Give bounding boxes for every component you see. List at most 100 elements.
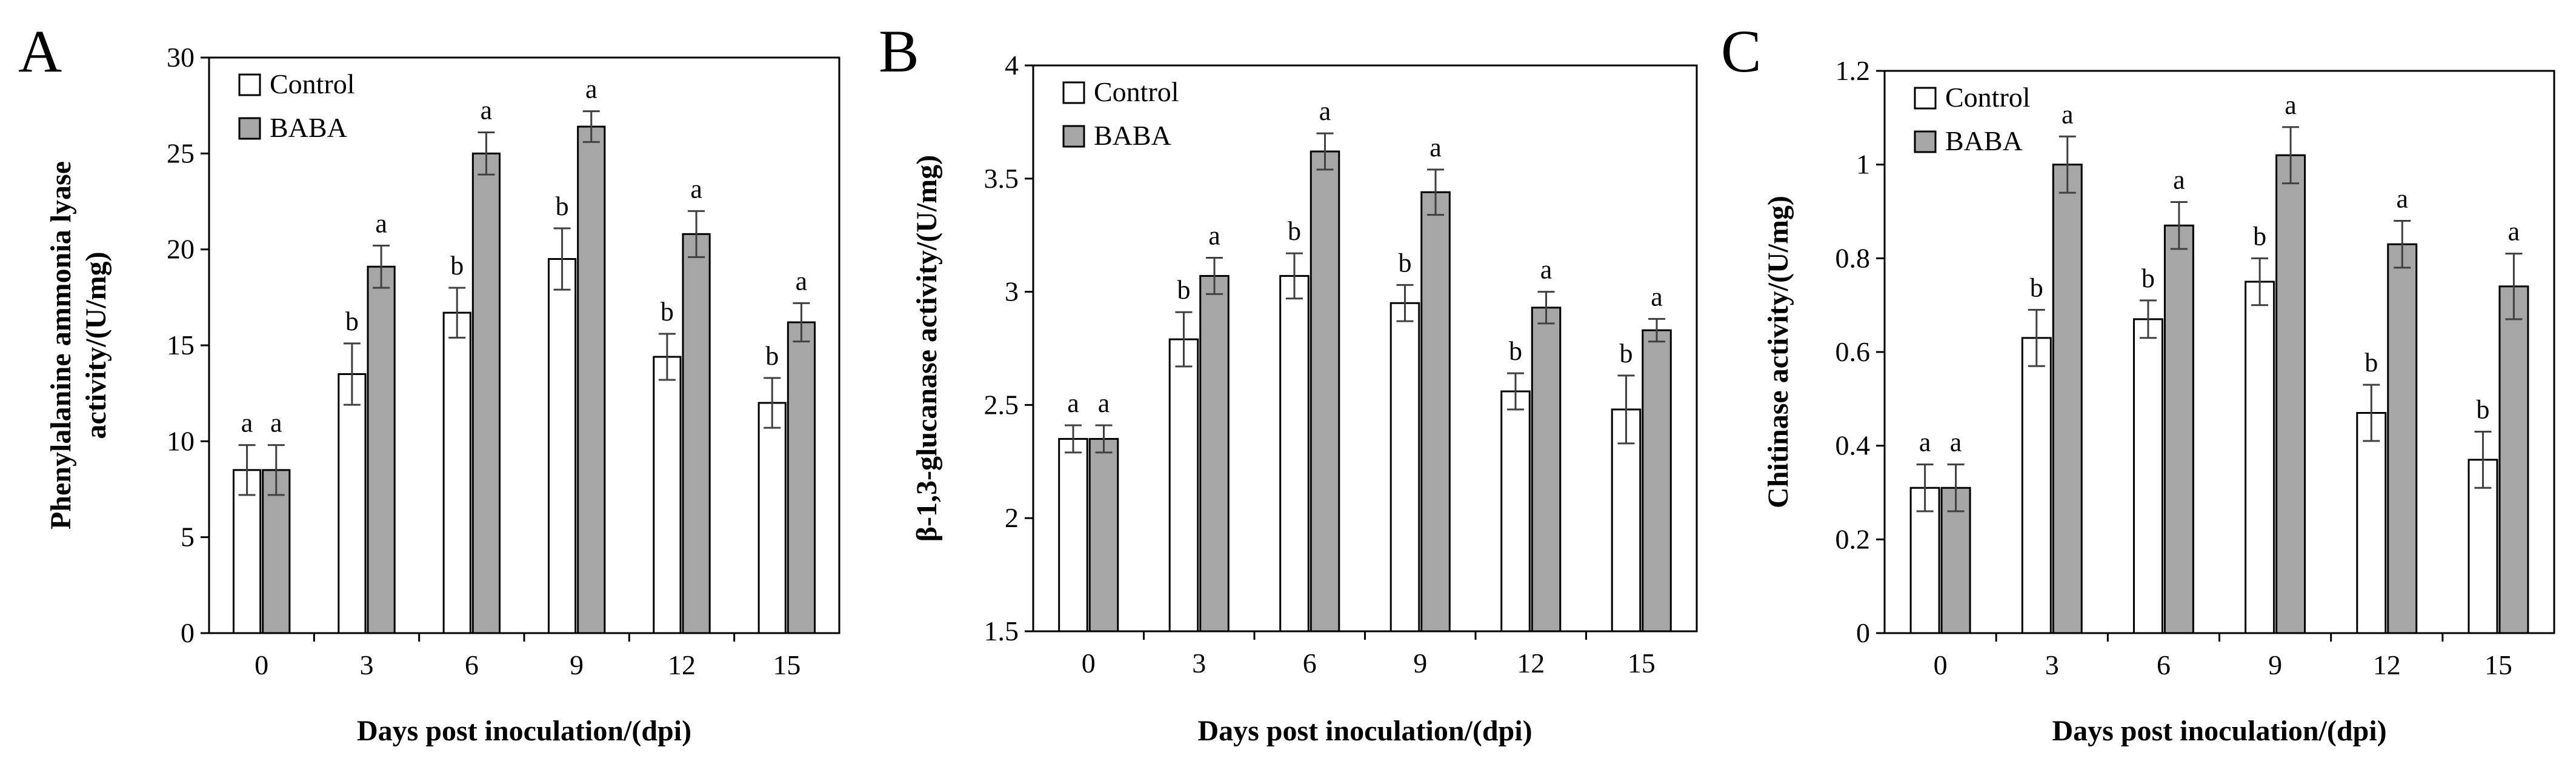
legend-swatch-baba xyxy=(238,117,261,140)
panel-letter: A xyxy=(18,18,62,85)
significance-label: a xyxy=(1208,221,1220,251)
y-tick-label: 0.2 xyxy=(1835,523,1871,554)
significance-label: a xyxy=(1319,96,1331,126)
significance-label: b xyxy=(2142,264,2155,293)
bar-control xyxy=(653,356,682,634)
significance-label: b xyxy=(1398,248,1411,277)
x-tick-label: 12 xyxy=(2373,649,2401,680)
panel-c: C 0 0.2 0.4 0.6 0.8 1 1.2 Chitinase activity/(U/… xyxy=(1721,18,2555,747)
legend-swatch-control xyxy=(1062,81,1085,104)
y-tick-label: 0 xyxy=(181,617,195,648)
bar-control xyxy=(2245,281,2275,634)
bar-control xyxy=(1500,390,1531,633)
bar-control xyxy=(2356,412,2387,634)
bar-baba xyxy=(367,265,396,634)
bar-control xyxy=(757,402,787,634)
y-tick-label: 0 xyxy=(1856,617,1870,648)
x-tick-label: 15 xyxy=(2484,649,2512,680)
bar-control xyxy=(442,311,471,634)
significance-label: b xyxy=(765,341,779,371)
x-tick-label: 6 xyxy=(465,649,479,680)
y-axis-title: β-1,3-glucanase activity/(U/mg) xyxy=(911,155,943,542)
bar-baba xyxy=(2498,285,2529,634)
significance-label: b xyxy=(1288,216,1301,246)
significance-label: a xyxy=(270,408,282,438)
significance-label: a xyxy=(1098,388,1110,418)
y-tick-label: 15 xyxy=(167,330,195,360)
significance-label: a xyxy=(1540,255,1553,285)
legend-swatch-baba xyxy=(1062,125,1085,148)
y-axis-title: activity/(U/mg) xyxy=(80,251,112,439)
significance-label: b xyxy=(2476,394,2489,424)
bar-baba xyxy=(471,152,501,634)
bar-control xyxy=(2021,337,2052,634)
y-tick-label: 1 xyxy=(1856,149,1870,180)
significance-label: a xyxy=(481,96,493,125)
x-tick-label: 3 xyxy=(2045,649,2059,680)
y-tick-label: 2.5 xyxy=(984,389,1019,420)
x-axis-title: Days post inoculation/(dpi) xyxy=(2052,715,2386,747)
legend-swatch-control xyxy=(1914,87,1937,110)
legend-label: BABA xyxy=(1094,120,1171,151)
significance-label: b xyxy=(2365,348,2378,377)
bar-baba xyxy=(2163,224,2194,634)
x-tick-label: 12 xyxy=(1517,648,1545,679)
significance-label: a xyxy=(1429,133,1442,162)
x-tick-label: 9 xyxy=(570,649,584,680)
bar-baba xyxy=(2052,164,2083,634)
x-tick-label: 3 xyxy=(1192,648,1206,679)
bar-baba xyxy=(787,321,816,634)
bar-control xyxy=(1058,437,1088,633)
panel-letter: C xyxy=(1721,18,1762,85)
significance-label: b xyxy=(450,251,464,281)
significance-label: a xyxy=(2173,165,2185,195)
significance-label: a xyxy=(1950,428,1962,457)
significance-label: a xyxy=(2508,217,2520,247)
y-tick-label: 0.6 xyxy=(1835,336,1871,367)
legend-label: Control xyxy=(1945,82,2031,113)
bar-baba xyxy=(2275,154,2306,634)
bar-control xyxy=(338,373,367,634)
y-tick-label: 1.5 xyxy=(984,616,1019,646)
legend-swatch-baba xyxy=(1914,130,1937,153)
x-tick-label: 0 xyxy=(1082,648,1096,679)
x-tick-label: 6 xyxy=(2157,649,2171,680)
y-tick-label: 5 xyxy=(181,522,195,553)
y-tick-label: 25 xyxy=(167,138,195,168)
significance-label: a xyxy=(2396,184,2408,213)
bar-baba xyxy=(1420,191,1451,633)
legend-label: Control xyxy=(1094,76,1179,107)
y-tick-label: 3.5 xyxy=(984,163,1019,194)
bar-control xyxy=(1279,274,1310,633)
y-tick-label: 0.4 xyxy=(1835,430,1871,461)
bar-control xyxy=(1390,302,1420,633)
y-tick-label: 20 xyxy=(167,234,195,265)
bar-baba xyxy=(1088,437,1119,633)
significance-label: a xyxy=(1651,282,1663,311)
x-tick-label: 9 xyxy=(1413,648,1427,679)
x-tick-label: 0 xyxy=(1934,649,1948,680)
legend-label: BABA xyxy=(1945,125,2023,156)
bar-control xyxy=(2132,318,2163,634)
bar-baba xyxy=(577,125,606,634)
significance-label: b xyxy=(1619,339,1632,368)
significance-label: a xyxy=(585,75,597,104)
panel-b: B 1.5 2 2.5 3 3.5 4 β-1,3-glucanase activity/(U… xyxy=(879,18,1698,747)
x-tick-label: 12 xyxy=(668,649,696,680)
bar-control xyxy=(232,469,262,634)
bar-baba xyxy=(1642,329,1672,633)
panel-letter: B xyxy=(879,18,919,85)
significance-label: a xyxy=(1067,388,1079,418)
y-axis-title: Phenylalanine ammonia lyase xyxy=(45,161,77,530)
significance-label: a xyxy=(375,208,387,238)
y-tick-label: 3 xyxy=(1005,276,1019,307)
y-tick-label: 10 xyxy=(167,425,195,456)
significance-label: b xyxy=(2253,221,2266,251)
x-axis-title: Days post inoculation/(dpi) xyxy=(1197,715,1532,747)
x-tick-label: 15 xyxy=(773,649,800,680)
x-tick-label: 3 xyxy=(360,649,374,680)
x-tick-label: 15 xyxy=(1628,648,1656,679)
significance-label: a xyxy=(796,266,808,296)
y-tick-label: 1.2 xyxy=(1835,55,1871,86)
